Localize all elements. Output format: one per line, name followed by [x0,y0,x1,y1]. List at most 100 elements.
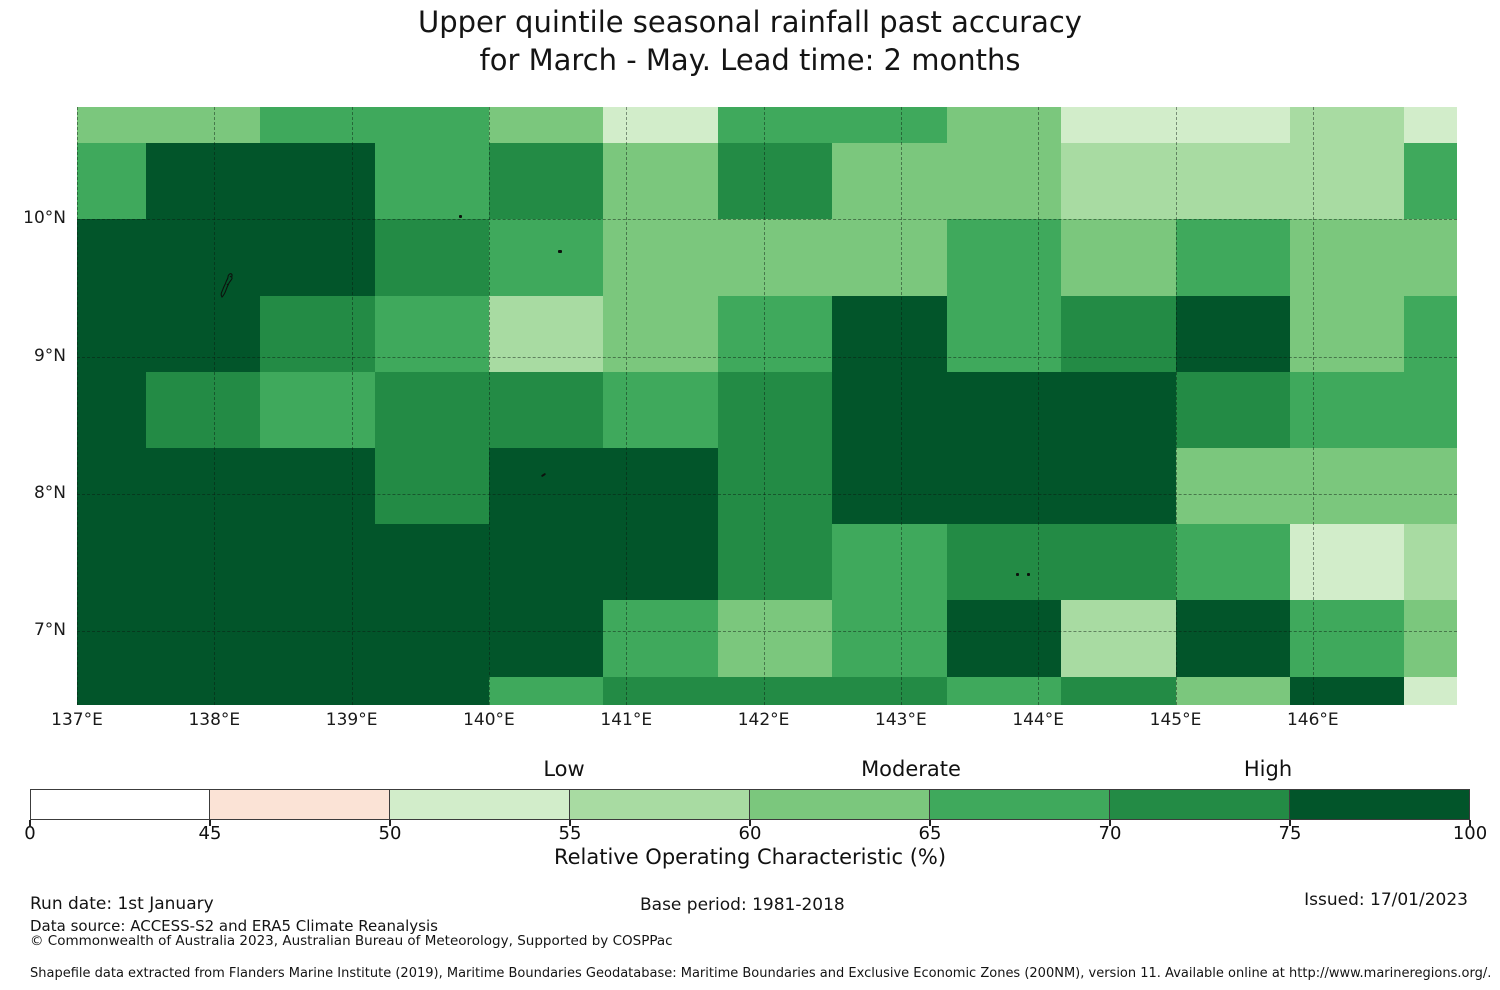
colorbar-segment-70-75 [1109,789,1290,820]
longitude-gridline [1038,107,1040,705]
map-cell [1289,107,1405,144]
map-cell [717,219,833,297]
map-cell [1061,371,1177,449]
colorbar-tick [389,820,391,826]
colorbar-segment-50-55 [389,789,570,820]
colorbar-tick-label: 100 [1452,823,1488,844]
map-cell [1061,107,1177,144]
chart-title-line2: for March - May. Lead time: 2 months [479,43,1021,77]
map-cell [488,676,604,705]
longitude-gridline [900,107,902,705]
map-cell [1289,371,1405,449]
footer-data-source: Data source: ACCESS-S2 and ERA5 Climate … [30,917,438,935]
map-cell [77,524,147,602]
map-cell [603,143,719,221]
latitude-gridline [77,219,1457,221]
map-cell [717,448,833,525]
map-cell [832,524,948,602]
footer-run-date: Run date: 1st January [30,894,214,914]
ulithi-islet [458,215,462,219]
map-cell [145,371,261,449]
map-cell [603,371,719,449]
map-cell [1175,371,1291,449]
yap-island-outline [220,273,233,299]
map-cell [717,107,833,144]
map-cell [1061,600,1177,678]
map-cell [488,143,604,221]
map-cell [603,107,719,144]
map-cell [946,295,1062,373]
footer-base-period: Base period: 1981-2018 [640,895,845,915]
colorbar [30,789,1470,820]
map-cell [832,143,948,221]
map-cell [1175,676,1291,705]
footer-copyright: © Commonwealth of Australia 2023, Austra… [30,933,673,949]
woleai-islet-west [1016,573,1020,577]
map-cell [77,143,147,221]
map-cell [1175,107,1291,144]
x-tick-label: 139°E [325,710,378,730]
map-cell [488,107,604,144]
map-cell [946,371,1062,449]
x-tick-label: 143°E [875,710,927,730]
map-cell [717,143,833,221]
map-cell [374,676,490,705]
y-tick-label: 8°N [33,482,66,503]
map-cell [1289,219,1405,297]
map-cell [488,448,604,525]
longitude-gridline [1312,107,1314,705]
longitude-gridline [77,107,78,705]
map-cell [832,371,948,449]
map-cell [260,219,376,297]
map-cell [946,107,1062,144]
latitude-gridline [77,493,1457,495]
map-cell [1175,600,1291,678]
map-cell [1061,219,1177,297]
colorbar-category-label-high: High [1243,757,1293,781]
x-tick-label: 140°E [463,710,515,730]
map-cell [145,676,261,705]
colorbar-tick [749,820,751,826]
map-cell [603,676,719,705]
map-cell [832,295,948,373]
map-cell [946,448,1062,525]
map-cell [1404,676,1457,705]
x-tick-label: 137°E [51,710,103,730]
map-cell [1061,676,1177,705]
map-cell [1175,219,1291,297]
map-cell [603,524,719,602]
map-cell [145,219,261,297]
map-cell [488,600,604,678]
map-cell [77,295,147,373]
map-cell [77,448,147,525]
chart-title-line1: Upper quintile seasonal rainfall past ac… [418,5,1082,39]
map-cell [1061,295,1177,373]
colorbar-segment-55-60 [569,789,750,820]
map-cell [1289,143,1405,221]
colorbar-segment-45-50 [209,789,390,820]
colorbar-tick-label: 60 [738,823,762,844]
map-cell [832,107,948,144]
map-cell [946,143,1062,221]
map-cell [1289,524,1405,602]
colorbar-tick [29,820,31,826]
y-tick-label: 10°N [23,208,66,229]
map-cell [1175,524,1291,602]
x-tick-label: 145°E [1149,710,1202,730]
roc-heatmap [77,107,1457,705]
longitude-gridline [351,107,353,705]
x-tick-label: 146°E [1286,710,1339,730]
map-cell [1404,448,1457,525]
map-cell [145,107,261,144]
map-cell [145,448,261,525]
map-cell [374,295,490,373]
map-cell [946,676,1062,705]
map-cell [1404,524,1457,602]
map-cell [145,524,261,602]
map-cell [717,524,833,602]
map-cell [145,600,261,678]
map-cell [832,219,948,297]
colorbar-tick [569,820,571,826]
colorbar-tick-label: 50 [378,823,402,844]
map-cell [1061,524,1177,602]
